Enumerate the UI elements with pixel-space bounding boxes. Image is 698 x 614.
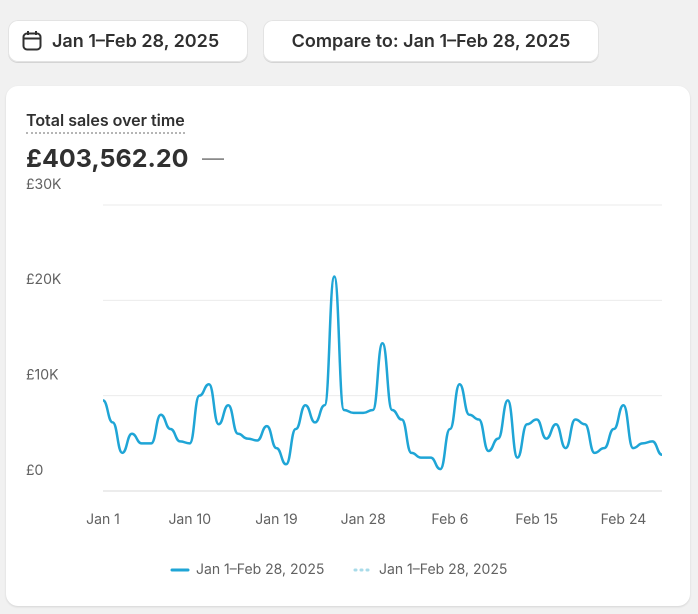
x-tick-label: Feb 6 [431, 511, 468, 528]
compare-label: Compare to: Jan 1–Feb 28, 2025 [291, 30, 571, 52]
calendar-icon [22, 31, 42, 51]
card-title[interactable]: Total sales over time [26, 110, 185, 134]
y-tick-label: £0 [26, 462, 43, 479]
x-tick-label: Jan 19 [255, 511, 297, 528]
legend-label: Jan 1–Feb 28, 2025 [379, 561, 507, 578]
x-tick-label: Feb 15 [515, 511, 558, 528]
y-tick-label: £10K [26, 366, 59, 383]
change-indicator: — [202, 146, 224, 172]
y-tick-label: £20K [26, 271, 62, 288]
x-tick-label: Feb 24 [601, 511, 647, 528]
date-range-button[interactable]: Jan 1–Feb 28, 2025 [8, 20, 248, 62]
total-value: £403,562.20 [26, 144, 189, 174]
sales-card: Total sales over time £403,562.20 — £0 £1… [6, 86, 690, 606]
y-tick-label: £30K [26, 176, 62, 193]
series-line [102, 275, 663, 471]
date-range-label: Jan 1–Feb 28, 2025 [52, 30, 220, 52]
x-tick-label: Jan 1 [86, 511, 120, 528]
compare-button[interactable]: Compare to: Jan 1–Feb 28, 2025 [263, 20, 599, 62]
chart: £0 £10K £20K £30K Jan 1 Jan 10 Jan 19 Jan 28 Feb… [26, 176, 663, 578]
x-tick-label: Jan 10 [168, 511, 211, 528]
x-tick-label: Jan 28 [341, 511, 386, 528]
legend-label: Jan 1–Feb 28, 2025 [196, 561, 324, 578]
series-line [102, 275, 663, 471]
